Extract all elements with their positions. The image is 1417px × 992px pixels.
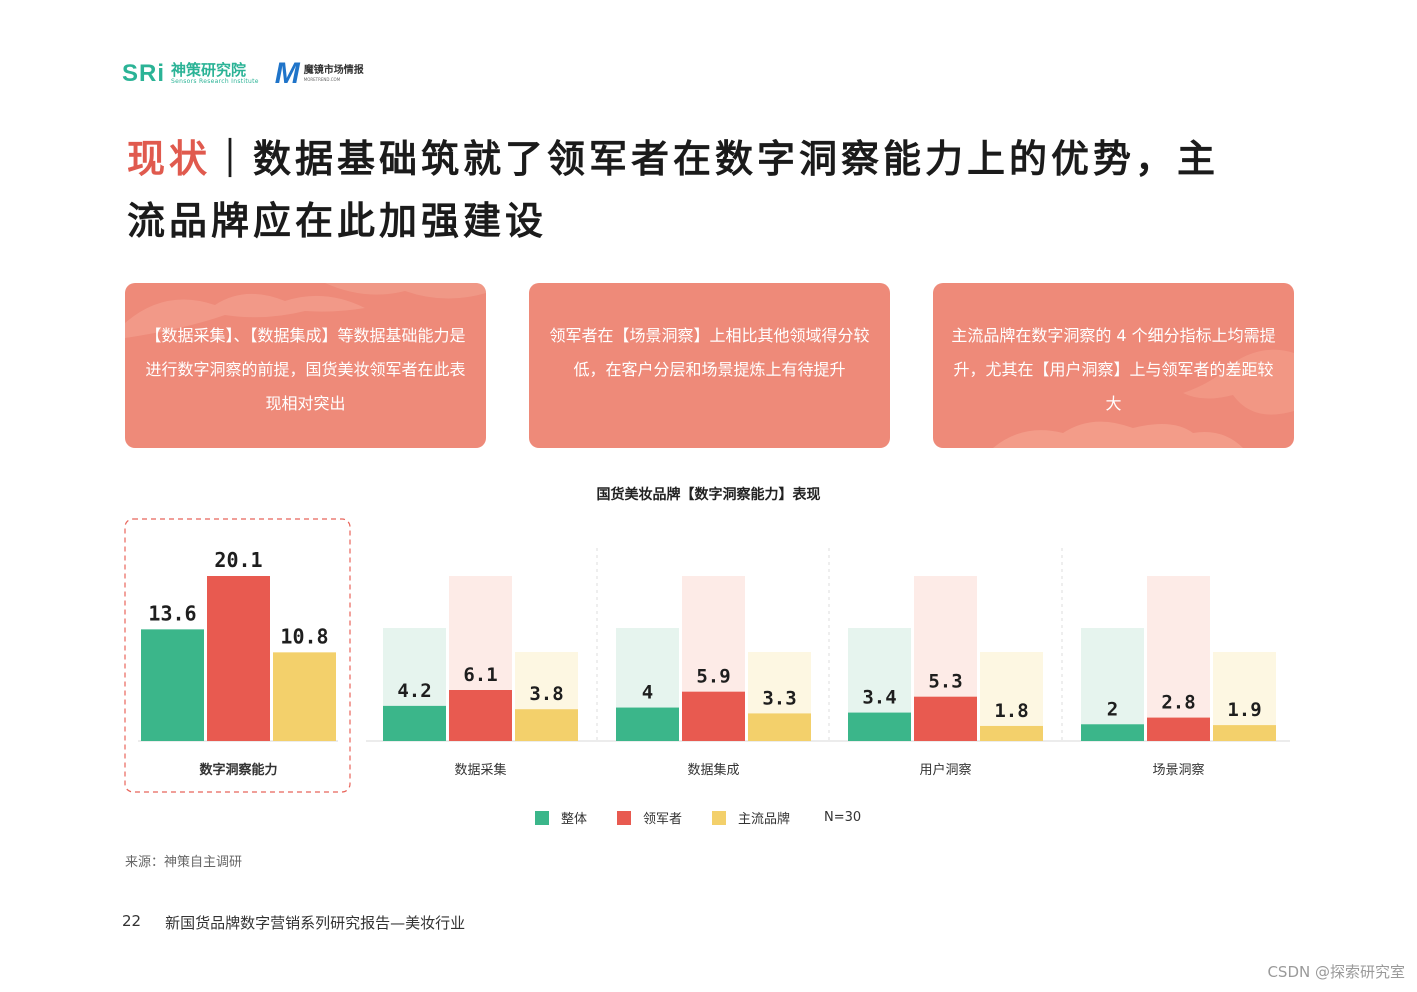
highlight-box xyxy=(124,518,351,793)
legend-swatch-leader xyxy=(617,810,632,825)
value-label-数据采集-整体: 4.2 xyxy=(397,680,431,702)
value-label-数据集成-整体: 4 xyxy=(642,682,653,704)
sensors-logo-mark: SRi xyxy=(122,60,166,87)
bar-数字洞察能力-领军者 xyxy=(207,576,270,741)
bar-场景洞察-领军者 xyxy=(1147,717,1210,741)
value-label-数据采集-领军者: 6.1 xyxy=(463,664,497,686)
sample-size-note: N=30 xyxy=(824,810,862,825)
legend-label-mainstream: 主流品牌 xyxy=(738,812,791,827)
category-label-用户洞察: 用户洞察 xyxy=(919,762,971,778)
value-label-数字洞察能力-领军者: 20.1 xyxy=(214,548,262,572)
bar-数据采集-整体 xyxy=(383,705,446,741)
ghost-bar-4-0 xyxy=(1081,628,1144,741)
category-label-场景洞察: 场景洞察 xyxy=(1152,763,1204,778)
bar-数字洞察能力-主流品牌 xyxy=(273,652,336,741)
insight-card-1-text: 【数据采集】、【数据集成】等数据基础能力是进行数字洞察的前提，国货美妆领军者在此… xyxy=(145,326,466,413)
bar-数字洞察能力-整体 xyxy=(141,629,204,741)
value-label-数据集成-主流品牌: 3.3 xyxy=(762,687,796,709)
value-label-场景洞察-整体: 2 xyxy=(1107,698,1118,720)
cloud-decoration-icon xyxy=(993,349,1294,448)
sensors-logo: SRi 神策研究院 Sensors Research Institute xyxy=(122,60,259,88)
value-label-数据采集-主流品牌: 3.8 xyxy=(529,683,563,705)
bar-用户洞察-整体 xyxy=(848,712,911,741)
source-note: 来源：神策自主调研 xyxy=(125,855,243,870)
moretrend-logo-cn: 魔镜市场情报 xyxy=(303,65,364,76)
category-label-数据采集: 数据采集 xyxy=(454,762,506,778)
legend-item-overall: 整体 xyxy=(535,808,587,827)
title-accent: 现状 xyxy=(127,136,212,181)
bar-场景洞察-整体 xyxy=(1081,724,1144,741)
value-label-场景洞察-领军者: 2.8 xyxy=(1161,692,1195,714)
value-label-数字洞察能力-主流品牌: 10.8 xyxy=(280,624,328,648)
value-label-用户洞察-整体: 3.4 xyxy=(862,687,896,709)
legend-item-mainstream: 主流品牌 xyxy=(712,808,790,827)
legend-label-overall: 整体 xyxy=(561,812,588,827)
bar-数据采集-领军者 xyxy=(449,690,512,741)
insight-card-3: 主流品牌在数字洞察的 4 个细分指标上均需提升，尤其在【用户洞察】上与领军者的差… xyxy=(933,283,1294,448)
report-name: 新国货品牌数字营销系列研究报告—美妆行业 xyxy=(165,914,466,932)
value-label-数字洞察能力-整体: 13.6 xyxy=(148,601,196,625)
sensors-logo-en: Sensors Research Institute xyxy=(171,78,259,85)
value-label-用户洞察-领军者: 5.3 xyxy=(928,671,962,693)
insight-card-3-text: 主流品牌在数字洞察的 4 个细分指标上均需提升，尤其在【用户洞察】上与领军者的差… xyxy=(951,326,1276,413)
legend-swatch-overall xyxy=(535,810,549,825)
bar-数据集成-主流品牌 xyxy=(748,713,811,741)
legend-item-leader: 领军者 xyxy=(617,808,682,827)
chart-legend: 整体 领军者 主流品牌 N=30 xyxy=(535,808,861,827)
sensors-logo-cn: 神策研究院 xyxy=(171,61,247,79)
insight-card-2-text: 领军者在【场景洞察】上相比其他领域得分较低，在客户分层和场景提炼上有待提升 xyxy=(549,326,870,379)
legend-swatch-mainstream xyxy=(712,810,727,825)
page-title: 现状｜数据基础筑就了领军者在数字洞察能力上的优势，主 流品牌应在此加强建设 xyxy=(127,128,1302,252)
value-label-数据集成-领军者: 5.9 xyxy=(696,666,730,688)
category-label-数字洞察能力: 数字洞察能力 xyxy=(199,762,277,778)
moretrend-logo-en: MORETREND.COM xyxy=(303,77,341,82)
bar-用户洞察-领军者 xyxy=(914,696,977,741)
moretrend-logo: M 魔镜市场情报 MORETREND.COM xyxy=(275,59,364,89)
page-number: 22 xyxy=(122,912,142,930)
chart-title: 国货美妆品牌【数字洞察能力】表现 xyxy=(596,487,821,503)
value-label-场景洞察-主流品牌: 1.9 xyxy=(1227,699,1261,721)
header: SRi 神策研究院 Sensors Research Institute M 魔… xyxy=(122,58,364,90)
insight-card-1: 【数据采集】、【数据集成】等数据基础能力是进行数字洞察的前提，国货美妆领军者在此… xyxy=(125,283,486,448)
title-line1: 数据基础筑就了领军者在数字洞察能力上的优势，主 xyxy=(253,136,1220,181)
moretrend-logo-mark: M xyxy=(274,57,300,90)
title-separator: ｜ xyxy=(211,136,254,181)
bar-数据集成-领军者 xyxy=(682,691,745,741)
title-line2: 流品牌应在此加强建设 xyxy=(127,198,548,243)
bar-用户洞察-主流品牌 xyxy=(980,725,1043,741)
bar-场景洞察-主流品牌 xyxy=(1213,725,1276,741)
category-label-数据集成: 数据集成 xyxy=(687,762,739,778)
bar-数据采集-主流品牌 xyxy=(515,709,578,741)
insight-card-2: 领军者在【场景洞察】上相比其他领域得分较低，在客户分层和场景提炼上有待提升 xyxy=(529,283,890,448)
page-footer: 22 新国货品牌数字营销系列研究报告—美妆行业 xyxy=(122,912,465,933)
watermark-text: CSDN @探索研究室 xyxy=(1267,963,1405,981)
value-label-用户洞察-主流品牌: 1.8 xyxy=(994,700,1028,722)
ghost-bar-4-1 xyxy=(1147,576,1210,741)
legend-label-leader: 领军者 xyxy=(643,812,683,827)
cloud-decoration-icon xyxy=(125,283,486,338)
bar-数据集成-整体 xyxy=(616,707,679,741)
